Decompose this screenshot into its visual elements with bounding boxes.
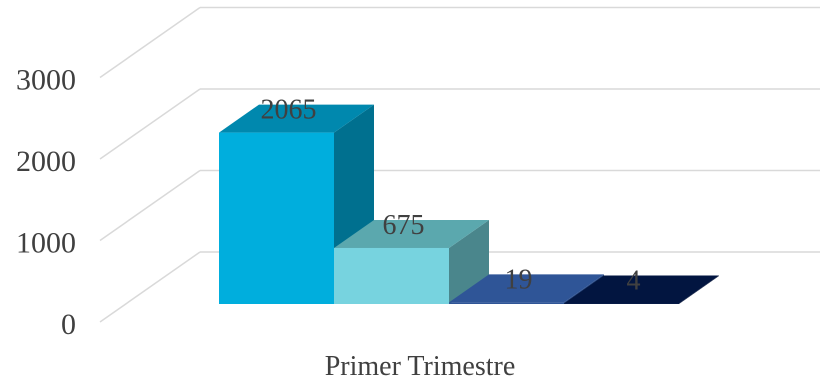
gridline-depth: [99, 88, 201, 160]
bar: [334, 247, 449, 304]
bar: [219, 132, 334, 304]
y-axis-ticks: 0 1000 2000 3000: [16, 64, 76, 342]
bar-series: [219, 104, 719, 304]
data-label: 19: [505, 264, 533, 295]
category-label: Primer Trimestre: [325, 351, 516, 381]
bar-top: [449, 274, 604, 303]
y-tick-label: 2000: [16, 145, 76, 178]
gridline-depth: [99, 169, 201, 242]
bar-top: [334, 219, 489, 248]
bar-top: [564, 275, 719, 304]
data-label: 4: [627, 266, 641, 297]
y-tick-label: 1000: [16, 227, 76, 260]
bar-side: [679, 275, 719, 304]
data-label: 675: [383, 210, 425, 241]
bar-top: [219, 104, 374, 133]
data-label: 2065: [261, 95, 317, 126]
gridline-depth: [99, 251, 201, 323]
bar: [564, 303, 679, 304]
y-tick-label: 0: [61, 308, 76, 341]
gridline-depth: [99, 6, 201, 79]
y-tick-label: 3000: [16, 64, 76, 97]
data-labels: 2065 675 19 4: [261, 95, 641, 297]
bar: [449, 302, 564, 304]
